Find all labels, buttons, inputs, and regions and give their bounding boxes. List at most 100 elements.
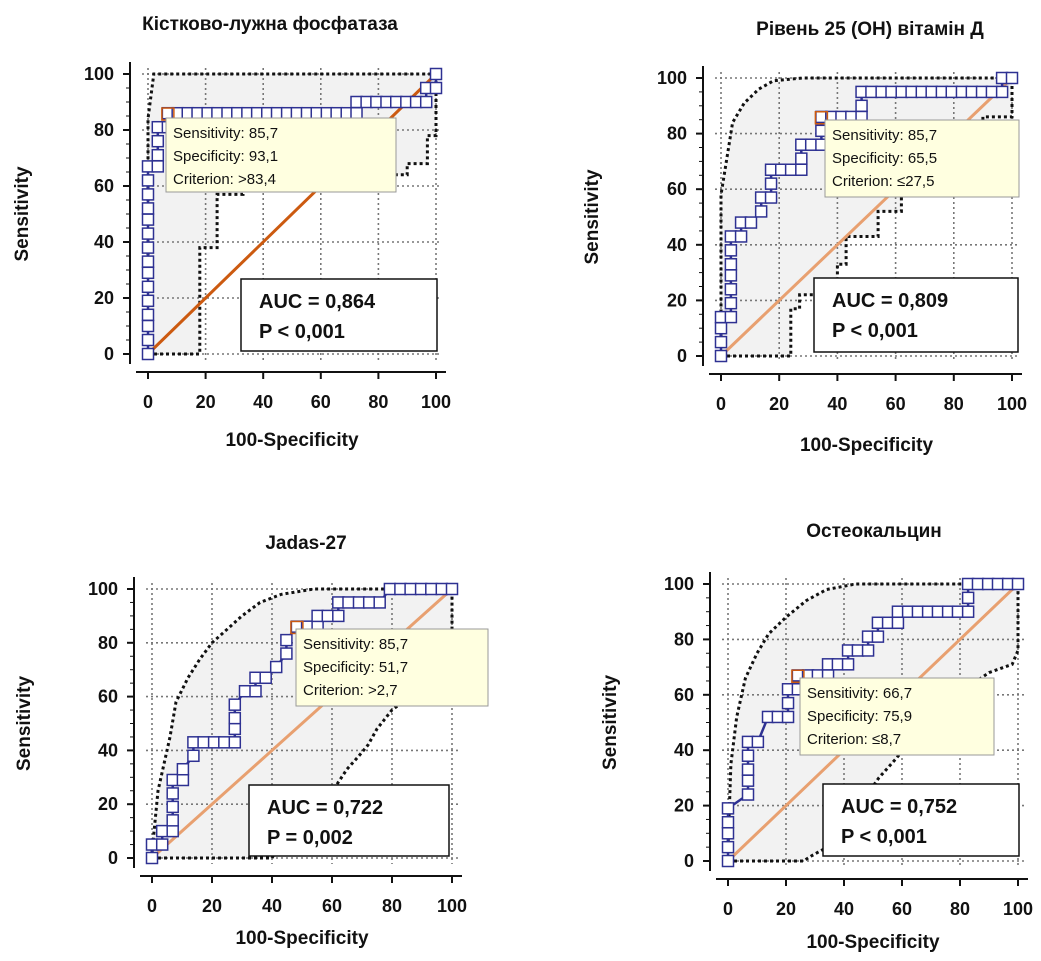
roc-point (151, 134, 165, 148)
auc-line: P = 0,002 (267, 827, 353, 849)
roc-panel-3: 0 0 20 20 40 40 60 60 80 80 100 100 Sensitivity: 85,… (14, 533, 489, 949)
tooltip-line: Specificity: 65,5 (832, 150, 937, 167)
x-tick-label: 60 (311, 392, 331, 412)
x-tick-label: 100 (997, 394, 1027, 414)
roc-point (885, 85, 898, 99)
roc-point (207, 736, 221, 749)
criterion-tooltip (165, 117, 397, 193)
ci-lower-line (148, 74, 438, 356)
roc-point (141, 347, 155, 361)
roc-point (764, 177, 778, 190)
roc-point (141, 241, 155, 254)
roc-point (187, 736, 200, 749)
roc-point (187, 749, 200, 763)
roc-point (724, 230, 738, 243)
roc-point (151, 148, 165, 162)
x-tick-label: 0 (723, 899, 733, 919)
cutoff-point (814, 111, 829, 125)
auc-line: P < 0,001 (832, 320, 918, 342)
roc-point (141, 202, 155, 215)
roc-point (724, 296, 738, 310)
ci-lower-line (728, 584, 1020, 863)
roc-point (362, 596, 376, 609)
roc-point (764, 163, 778, 176)
auc-box (248, 784, 450, 857)
x-axis-title: 100-Specificity (806, 932, 939, 953)
roc-point (373, 596, 386, 609)
roc-point (259, 671, 272, 685)
y-tick-label: 20 (98, 794, 118, 814)
y-tick-label: 60 (674, 685, 694, 705)
roc-point (394, 582, 407, 596)
roc-point (238, 684, 252, 698)
roc-point (176, 762, 190, 776)
roc-point (795, 163, 808, 176)
roc-point (911, 605, 925, 618)
y-tick-label: 60 (94, 176, 114, 196)
x-tick-label: 40 (262, 896, 282, 916)
roc-point (166, 787, 179, 800)
tooltip-line: Specificity: 51,7 (303, 659, 408, 676)
roc-point (166, 824, 179, 838)
auc-box (240, 278, 438, 352)
auc-line: AUC = 0,752 (841, 796, 957, 818)
roc-point (991, 577, 1005, 591)
roc-point (724, 283, 738, 296)
roc-point (724, 258, 738, 271)
roc-point (724, 269, 738, 282)
roc-point (754, 205, 768, 218)
roc-point (741, 774, 755, 787)
roc-point (332, 596, 345, 609)
panel-title: Остеокальцин (806, 521, 942, 542)
roc-point (145, 851, 159, 865)
y-axis-title: Sensitivity (14, 676, 35, 771)
roc-point (741, 763, 755, 776)
roc-point (151, 160, 165, 173)
roc-point (425, 582, 438, 596)
y-axis-title: Sensitivity (600, 675, 621, 770)
tooltip-line: Criterion: >2,7 (303, 682, 398, 699)
panel-title: Jadas-27 (265, 533, 346, 554)
x-tick-label: 0 (147, 896, 157, 916)
x-tick-label: 40 (834, 899, 854, 919)
roc-point (795, 152, 808, 165)
x-tick-label: 60 (886, 394, 906, 414)
roc-point (249, 684, 262, 698)
roc-point (784, 163, 798, 176)
roc-point (419, 95, 433, 109)
y-tick-label: 0 (677, 346, 687, 366)
roc-point (721, 815, 735, 829)
roc-point (925, 85, 938, 99)
roc-point (352, 596, 366, 609)
y-tick-label: 0 (104, 344, 114, 364)
roc-point (734, 230, 748, 243)
roc-point (951, 605, 965, 618)
roc-point (141, 227, 155, 240)
roc-point (831, 658, 845, 671)
roc-point (721, 854, 735, 868)
roc-point (141, 280, 155, 294)
roc-point (445, 582, 459, 596)
x-axis-title: 100-Specificity (235, 928, 368, 949)
roc-point (751, 735, 765, 749)
auc-line: AUC = 0,809 (832, 290, 948, 312)
roc-point (176, 773, 190, 787)
roc-point (141, 213, 155, 226)
roc-point (961, 591, 975, 605)
y-tick-label: 80 (94, 120, 114, 140)
roc-point (280, 647, 293, 660)
roc-point (724, 310, 738, 324)
ci-upper-line (726, 582, 1018, 848)
roc-point (435, 582, 449, 596)
roc-point (931, 605, 945, 618)
roc-point (197, 736, 210, 749)
y-tick-label: 60 (98, 687, 118, 707)
roc-point (764, 191, 778, 204)
roc-point (228, 736, 242, 749)
roc-point (965, 85, 979, 99)
roc-point (714, 349, 728, 363)
y-tick-label: 80 (98, 633, 118, 653)
roc-point (861, 644, 875, 657)
roc-point (332, 609, 345, 623)
roc-point (269, 660, 283, 674)
